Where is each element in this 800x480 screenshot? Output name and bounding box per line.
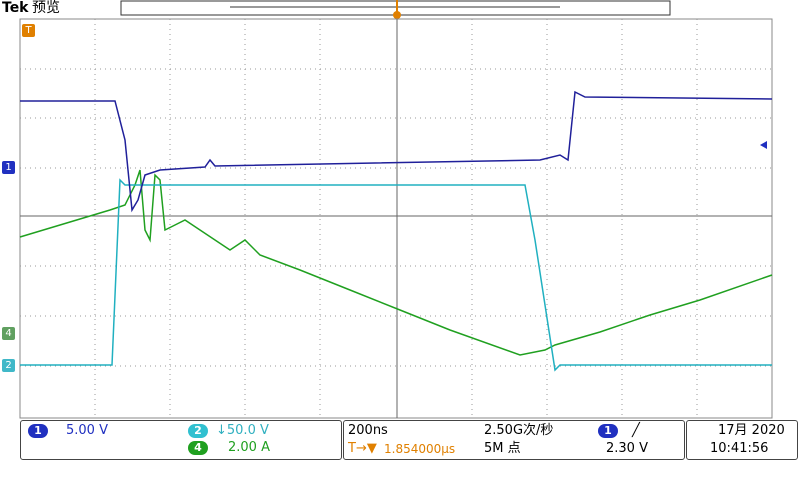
ch2-scale: ↓50.0 V bbox=[216, 423, 269, 438]
timebase: 200ns bbox=[348, 423, 388, 438]
sample-rate: 2.50G次/秒 bbox=[484, 423, 554, 438]
record-length: 5M 点 bbox=[484, 441, 521, 456]
screen bbox=[19, 0, 773, 419]
mode: 预览 bbox=[32, 0, 60, 16]
brand: Tek bbox=[2, 0, 29, 16]
ch4-scale: 2.00 A bbox=[228, 440, 270, 455]
trigger-marker: T bbox=[22, 24, 35, 37]
ch2-badge: 2 bbox=[188, 424, 208, 438]
trigger-source: 1 bbox=[598, 424, 618, 438]
ch4-marker: 4 bbox=[2, 327, 15, 340]
trigger-position-icon: T→▼ bbox=[348, 441, 377, 456]
ch2-marker: 2 bbox=[2, 359, 15, 372]
trigger-position: 1.854000µs bbox=[384, 442, 456, 456]
ch1-scale: 5.00 V bbox=[66, 423, 108, 438]
ch1-badge: 1 bbox=[28, 424, 48, 438]
channel-box bbox=[20, 420, 342, 460]
acquisition-box bbox=[343, 420, 685, 460]
trigger-slope: ╱ bbox=[632, 423, 640, 438]
ch4-badge: 4 bbox=[188, 441, 208, 455]
time: 10:41:56 bbox=[710, 441, 769, 456]
date: 17月 2020 bbox=[718, 423, 785, 438]
ch1-marker: 1 bbox=[2, 161, 15, 174]
trigger-level: 2.30 V bbox=[606, 441, 648, 456]
clock-box bbox=[686, 420, 798, 460]
